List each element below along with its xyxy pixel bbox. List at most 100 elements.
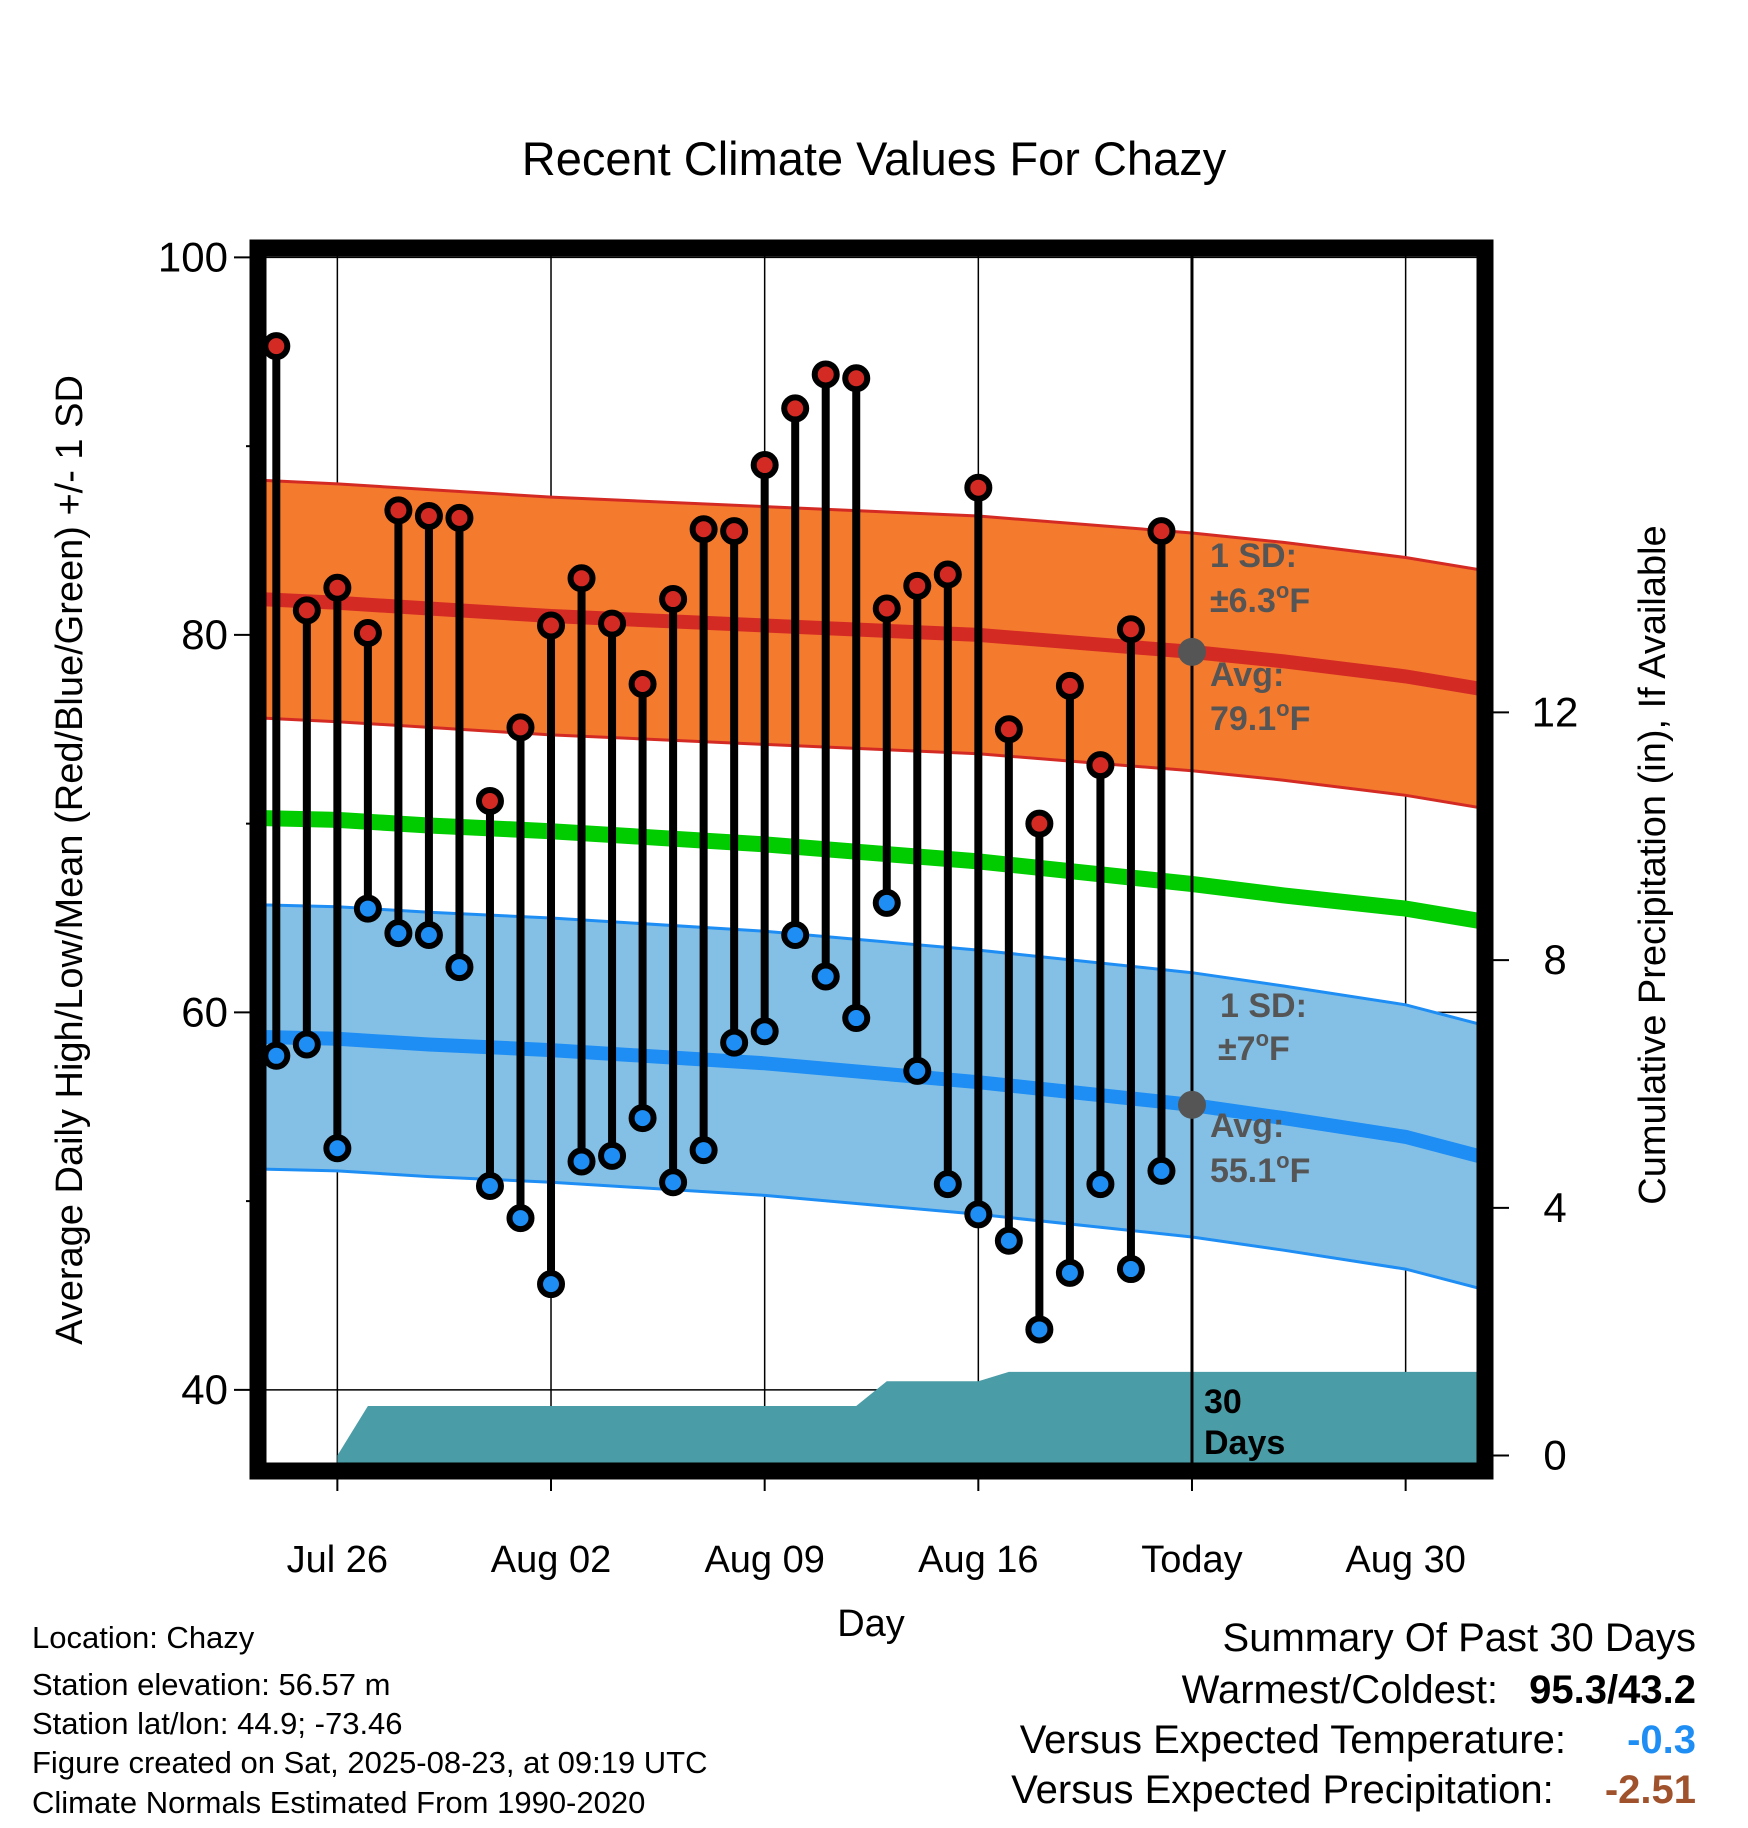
daily-high-point <box>262 332 291 361</box>
daily-low-point <box>537 1270 566 1299</box>
precip-area <box>337 1371 1485 1471</box>
daily-low-point <box>323 1134 352 1163</box>
low-sd-annotation-value: ±7 <box>1218 1030 1256 1068</box>
high-sd-annotation-unit: F <box>1289 582 1310 620</box>
daily-low-point <box>689 1136 718 1165</box>
low-avg-annotation-value: 55.1 <box>1210 1152 1276 1190</box>
footer-elevation: Station elevation: 56.57 m <box>32 1667 391 1702</box>
daily-high-point <box>872 594 901 623</box>
daily-low-point <box>445 953 474 982</box>
daily-high-point <box>933 560 962 589</box>
daily-high-point <box>781 394 810 423</box>
daily-high-point <box>842 364 871 393</box>
plot-frame <box>249 239 1494 1480</box>
daily-high-point <box>445 503 474 532</box>
x-tick-label: Aug 09 <box>704 1539 824 1581</box>
high-avg-annotation-value: 79.1 <box>1210 700 1276 738</box>
summary-warmest-row: Warmest/Coldest: 95.3/43.2 <box>1182 1668 1696 1713</box>
summary-temp-value: -0.3 <box>1627 1718 1696 1762</box>
daily-high-point <box>1055 671 1084 700</box>
summary-temp-label: Versus Expected Temperature: <box>1019 1718 1566 1762</box>
daily-low-point <box>1086 1170 1115 1199</box>
daily-low-point <box>994 1226 1023 1255</box>
summary-warmest-value: 95.3/43.2 <box>1529 1668 1696 1712</box>
daily-low-point <box>384 919 413 948</box>
high-avg-annotation-unit: F <box>1290 700 1311 738</box>
x-tick-label: Aug 16 <box>918 1539 1038 1581</box>
normal-mean-line <box>258 810 1485 930</box>
footer-latlon: Station lat/lon: 44.9; -73.46 <box>32 1706 403 1741</box>
daily-high-point <box>750 451 779 480</box>
high-avg-annotation-label: Avg: <box>1210 656 1284 694</box>
daily-low-point <box>598 1141 627 1170</box>
low-avg-annotation-label: Avg: <box>1210 1107 1284 1145</box>
daily-low-point <box>353 894 382 923</box>
daily-low-point <box>781 920 810 949</box>
daily-high-point <box>903 571 932 600</box>
low-sd-band <box>258 904 1485 1290</box>
x-tick-label: Jul 26 <box>287 1539 388 1581</box>
summary-warmest-label: Warmest/Coldest: <box>1181 1668 1499 1712</box>
daily-high-point <box>689 515 718 544</box>
y2-tick-label: 4 <box>1543 1184 1566 1231</box>
summary-precip-row: Versus Expected Precipitation: -2.51 <box>1011 1768 1696 1813</box>
daily-low-point <box>872 888 901 917</box>
daily-low-point <box>750 1017 779 1046</box>
y2-tick-label: 8 <box>1543 936 1566 983</box>
daily-high-point <box>1086 751 1115 780</box>
daily-high-point <box>567 564 596 593</box>
low-sd-lower-edge <box>258 1167 1485 1292</box>
daily-low-point <box>628 1104 657 1133</box>
daily-high-point <box>628 669 657 698</box>
daily-low-point <box>567 1147 596 1176</box>
daily-low-point <box>1147 1156 1176 1185</box>
high-sd-annotation-label: 1 SD: <box>1210 537 1297 575</box>
high-sd-annotation: ±6.3oF <box>1210 578 1310 620</box>
daily-low-point <box>414 920 443 949</box>
daily-low-point <box>506 1204 535 1233</box>
normal-high-line <box>258 592 1485 697</box>
high-sd-lower-edge <box>258 716 1485 810</box>
days-count-label: 30 <box>1204 1383 1242 1421</box>
daily-low-point <box>964 1200 993 1229</box>
daily-high-point <box>1147 517 1176 546</box>
y2-axis-label: Cumulative Precipitation (in), If Availa… <box>1632 525 1674 1204</box>
low-sd-annotation: ±7oF <box>1218 1026 1290 1068</box>
x-tick-label: Aug 02 <box>491 1539 611 1581</box>
chart-title: Recent Climate Values For Chazy <box>522 132 1227 185</box>
daily-high-point <box>475 786 504 815</box>
low-avg-annotation: 55.1oF <box>1210 1148 1310 1190</box>
y2-tick-label: 12 <box>1532 688 1579 735</box>
summary-precip-label: Versus Expected Precipitation: <box>1011 1768 1554 1812</box>
daily-high-point <box>353 619 382 648</box>
daily-high-point <box>1025 809 1054 838</box>
daily-high-point <box>659 585 688 614</box>
today-low-normal-point <box>1177 1090 1206 1119</box>
x-tick-label: Today <box>1141 1539 1242 1581</box>
y2-tick-label: 0 <box>1543 1432 1566 1479</box>
high-sd-upper-edge <box>258 478 1485 573</box>
daily-low-point <box>1055 1258 1084 1287</box>
y-tick-label: 100 <box>158 233 228 280</box>
daily-low-point <box>1116 1255 1145 1284</box>
x-axis-label: Day <box>837 1603 905 1645</box>
high-sd-annotation-degree: o <box>1276 578 1289 603</box>
today-high-normal-point <box>1177 637 1206 666</box>
low-sd-annotation-degree: o <box>1256 1026 1269 1051</box>
low-avg-annotation-unit: F <box>1290 1152 1311 1190</box>
normal-low-line <box>258 1029 1485 1165</box>
daily-high-point <box>384 496 413 525</box>
daily-high-point <box>994 715 1023 744</box>
summary-temp-row: Versus Expected Temperature: -0.3 <box>1020 1718 1696 1763</box>
y-tick-label: 60 <box>181 988 228 1035</box>
daily-high-point <box>811 360 840 389</box>
x-tick-label: Aug 30 <box>1345 1539 1465 1581</box>
daily-low-point <box>842 1004 871 1033</box>
high-sd-band <box>258 480 1485 809</box>
y-tick-label: 80 <box>181 611 228 658</box>
daily-low-point <box>720 1028 749 1057</box>
high-avg-annotation-degree: o <box>1276 696 1289 721</box>
daily-high-point <box>1116 615 1145 644</box>
